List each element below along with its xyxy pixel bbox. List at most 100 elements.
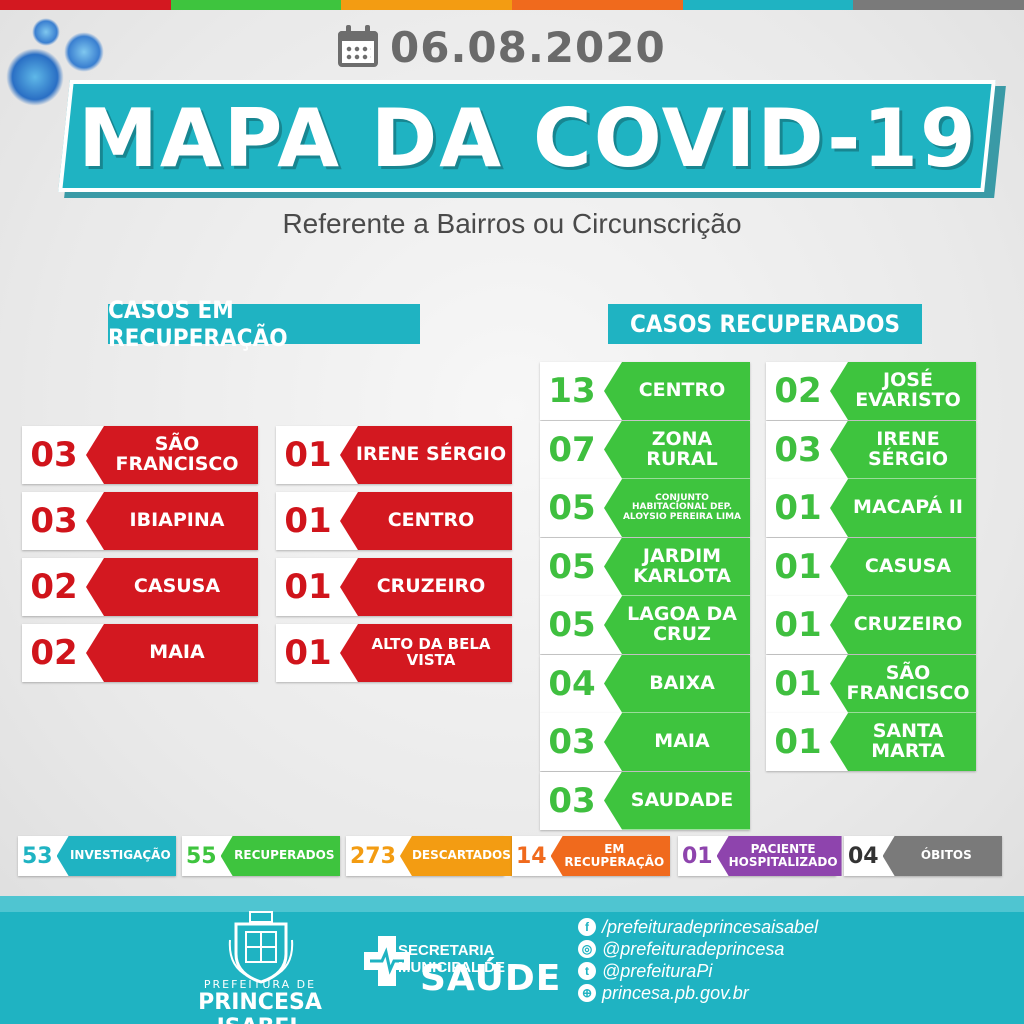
case-count: 01: [284, 567, 332, 607]
case-row: 01 CRUZEIRO: [766, 596, 976, 654]
top-color-strip: [0, 0, 1024, 10]
summary-item: 01 PACIENTE HOSPITALIZADO: [678, 836, 842, 876]
case-count: 05: [548, 488, 596, 528]
social-link-text: @prefeituradeprincesa: [602, 938, 785, 959]
social-link-text: @prefeituraPi: [602, 960, 713, 981]
case-row: 13 CENTRO: [540, 362, 750, 420]
case-count: 01: [284, 435, 332, 475]
neighborhood-name: CASUSA: [830, 537, 976, 596]
social-link-text: /prefeituradeprincesaisabel: [602, 916, 819, 937]
neighborhood-name: SÃO FRANCISCO: [830, 654, 976, 713]
summary-count: 01: [682, 843, 713, 869]
case-row: 04 BAIXA: [540, 654, 750, 713]
social-links: f/prefeituradeprincesaisabel ◎ @prefeitura…: [578, 916, 878, 1004]
case-count: 05: [548, 605, 596, 645]
date-row: 06.08.2020: [336, 22, 666, 72]
neighborhood-name: SÃO FRANCISCO: [86, 426, 258, 484]
summary-label: DESCARTADOS: [399, 836, 515, 876]
summary-label: INVESTIGAÇÃO: [56, 836, 176, 876]
summary-label: RECUPERADOS: [220, 836, 340, 876]
facebook-icon: f: [578, 918, 596, 936]
case-count: 01: [774, 722, 822, 762]
case-row: 07 ZONA RURAL: [540, 420, 750, 479]
date-text: 06.08.2020: [390, 22, 666, 72]
twitter-icon: t: [578, 962, 596, 980]
summary-item: 55 RECUPERADOS: [182, 836, 340, 876]
neighborhood-name: SANTA MARTA: [830, 713, 976, 771]
case-row: 02 JOSÉ EVARISTO: [766, 362, 976, 420]
neighborhood-name: ALTO DA BELA VISTA: [340, 624, 512, 682]
case-count: 03: [774, 429, 822, 470]
summary-count: 04: [848, 843, 879, 869]
neighborhood-name: IRENE SÉRGIO: [340, 426, 512, 484]
neighborhood-name: JOSÉ EVARISTO: [830, 362, 976, 420]
summary-count: 273: [350, 843, 396, 869]
case-count: 02: [30, 567, 78, 607]
case-row: 01 SANTA MARTA: [766, 713, 976, 771]
virus-icon: [64, 32, 104, 72]
summary-label: PACIENTE HOSPITALIZADO: [716, 836, 842, 876]
case-count: 07: [548, 429, 596, 470]
neighborhood-name: CENTRO: [604, 362, 750, 420]
social-link: ◎ @prefeituradeprincesa: [578, 938, 878, 960]
neighborhood-name: CRUZEIRO: [830, 596, 976, 654]
social-link: t @prefeituraPi: [578, 960, 878, 982]
virus-icon: [32, 18, 60, 46]
case-count: 03: [548, 722, 596, 762]
case-row: 01 ALTO DA BELA VISTA: [276, 624, 512, 682]
calendar-icon: [336, 25, 380, 69]
globe-icon: ⊕: [578, 984, 596, 1002]
case-count: 01: [284, 501, 332, 541]
summary-label: ÓBITOS: [882, 836, 1002, 876]
case-count: 13: [548, 371, 596, 411]
summary-item: 14 EM RECUPERAÇÃO: [512, 836, 670, 876]
case-count: 03: [548, 780, 596, 821]
summary-count: 53: [22, 843, 53, 869]
neighborhood-name: CENTRO: [340, 492, 512, 550]
case-count: 02: [30, 633, 78, 673]
case-row: 05 LAGOA DA CRUZ: [540, 596, 750, 654]
case-count: 04: [548, 663, 596, 704]
case-row: 01 CENTRO: [276, 492, 512, 550]
page-title: MAPA DA COVID-19: [78, 91, 978, 185]
saude-label: SAÚDE: [420, 958, 562, 999]
case-row: 01 IRENE SÉRGIO: [276, 426, 512, 484]
case-row: 03 MAIA: [540, 713, 750, 771]
neighborhood-name: ZONA RURAL: [604, 420, 750, 479]
case-count: 03: [30, 501, 78, 541]
footer-band: [0, 896, 1024, 912]
case-row: 03 IBIAPINA: [22, 492, 258, 550]
case-row: 05 CONJUNTO HABITACIONAL DEP. ALOYSIO PER…: [540, 479, 750, 537]
summary-item: 273 DESCARTADOS: [346, 836, 515, 876]
neighborhood-name: CRUZEIRO: [340, 558, 512, 616]
case-row: 03 IRENE SÉRGIO: [766, 420, 976, 479]
case-row: 03 SÃO FRANCISCO: [22, 426, 258, 484]
case-count: 05: [548, 546, 596, 587]
case-row: 01 CRUZEIRO: [276, 558, 512, 616]
social-link: f/prefeituradeprincesaisabel: [578, 916, 878, 938]
case-count: 03: [30, 435, 78, 475]
neighborhood-name: MAIA: [86, 624, 258, 682]
page-subtitle: Referente a Bairros ou Circunscrição: [282, 208, 742, 239]
social-link-text: princesa.pb.gov.br: [602, 982, 749, 1003]
virus-icon: [6, 48, 64, 106]
prefeitura-small-label: PREFEITURA DE: [203, 978, 317, 991]
neighborhood-name: JARDIM KARLOTA: [604, 537, 750, 596]
summary-item: 53 INVESTIGAÇÃO: [18, 836, 176, 876]
summary-label: EM RECUPERAÇÃO: [550, 836, 670, 876]
summary-count: 14: [516, 843, 547, 869]
health-cross-icon: [364, 936, 410, 986]
case-row: 01 SÃO FRANCISCO: [766, 654, 976, 713]
neighborhood-name: IBIAPINA: [86, 492, 258, 550]
instagram-icon: ◎: [578, 940, 596, 958]
summary-count: 55: [186, 843, 217, 869]
neighborhood-name: SAUDADE: [604, 771, 750, 830]
neighborhood-name: LAGOA DA CRUZ: [604, 596, 750, 654]
case-count: 02: [774, 371, 822, 411]
case-row: 03 SAUDADE: [540, 771, 750, 830]
section-title-recovering: CASOS EM RECUPERAÇÃO: [108, 296, 420, 352]
neighborhood-name: MAIA: [604, 713, 750, 771]
case-count: 01: [774, 546, 822, 587]
section-title-recovered: CASOS RECUPERADOS: [608, 304, 922, 344]
prefeitura-name: PRINCESA ISABEL: [198, 990, 322, 1024]
